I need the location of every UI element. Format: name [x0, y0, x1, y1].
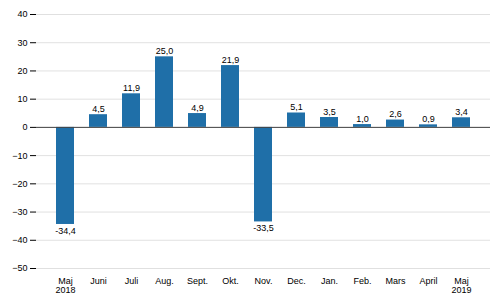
- svg-text:1,0: 1,0: [356, 114, 369, 124]
- svg-text:Juli: Juli: [125, 276, 139, 286]
- svg-text:Okt.: Okt.: [222, 276, 239, 286]
- svg-text:−20: −20: [12, 179, 27, 189]
- svg-text:Sept.: Sept.: [187, 276, 208, 286]
- svg-text:-33,5: -33,5: [253, 223, 274, 233]
- svg-text:Aug.: Aug.: [155, 276, 174, 286]
- svg-text:Juni: Juni: [90, 276, 107, 286]
- svg-text:Dec.: Dec.: [287, 276, 306, 286]
- svg-text:21,9: 21,9: [222, 55, 240, 65]
- svg-text:Mars: Mars: [386, 276, 406, 286]
- svg-text:2,6: 2,6: [389, 109, 402, 119]
- svg-text:11,9: 11,9: [123, 83, 140, 93]
- svg-text:−40: −40: [12, 235, 27, 245]
- svg-text:Maj2018: Maj2018: [55, 276, 75, 295]
- svg-text:4,5: 4,5: [92, 104, 105, 114]
- svg-text:Feb.: Feb.: [353, 276, 371, 286]
- svg-text:40: 40: [17, 9, 27, 19]
- svg-text:3,5: 3,5: [323, 107, 336, 117]
- svg-text:0: 0: [22, 122, 27, 132]
- svg-text:25,0: 25,0: [156, 46, 174, 56]
- svg-text:-34,4: -34,4: [55, 226, 76, 236]
- svg-text:−30: −30: [12, 207, 27, 217]
- svg-text:April: April: [419, 276, 437, 286]
- svg-text:−10: −10: [12, 150, 27, 160]
- svg-text:30: 30: [17, 38, 27, 48]
- svg-text:3,4: 3,4: [455, 107, 468, 117]
- svg-text:0,9: 0,9: [422, 114, 435, 124]
- svg-text:10: 10: [17, 94, 27, 104]
- svg-text:Jan.: Jan.: [321, 276, 338, 286]
- svg-text:4,9: 4,9: [191, 103, 204, 113]
- svg-text:20: 20: [17, 66, 27, 76]
- svg-text:Nov.: Nov.: [255, 276, 273, 286]
- svg-text:−50: −50: [12, 263, 27, 273]
- svg-text:5,1: 5,1: [290, 102, 303, 112]
- svg-text:Maj2019: Maj2019: [451, 276, 471, 295]
